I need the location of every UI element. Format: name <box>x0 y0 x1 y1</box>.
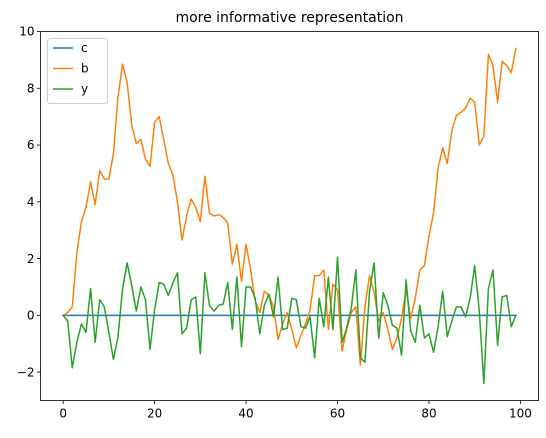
y-tick-label: 2 <box>27 252 35 266</box>
series-line-y <box>62 256 517 385</box>
series-layer <box>62 47 517 385</box>
y-tick-label: 10 <box>19 25 34 39</box>
x-tick-label: 100 <box>509 407 532 421</box>
legend: cby <box>47 38 108 104</box>
x-tick-label: 20 <box>147 407 162 421</box>
legend-label-c: c <box>81 41 88 55</box>
x-tick-label: 0 <box>59 407 67 421</box>
y-tick-label: 8 <box>27 81 35 95</box>
y-tick-label: −2 <box>17 365 35 379</box>
y-tick-label: 4 <box>27 195 35 209</box>
ticks-layer: 0 20 40 60 80 100 −2 0 2 4 6 8 10 <box>17 25 532 421</box>
y-tick-label: 0 <box>27 309 35 323</box>
chart-title: more informative representation <box>175 10 403 26</box>
legend-label-y: y <box>81 82 88 96</box>
x-tick-label: 40 <box>238 407 253 421</box>
plot-frame <box>40 31 539 401</box>
y-tick-label: 6 <box>27 138 35 152</box>
legend-box <box>47 38 108 104</box>
legend-label-b: b <box>81 62 89 76</box>
x-tick-label: 80 <box>421 407 436 421</box>
series-line-b <box>62 47 517 366</box>
x-tick-label: 60 <box>330 407 345 421</box>
